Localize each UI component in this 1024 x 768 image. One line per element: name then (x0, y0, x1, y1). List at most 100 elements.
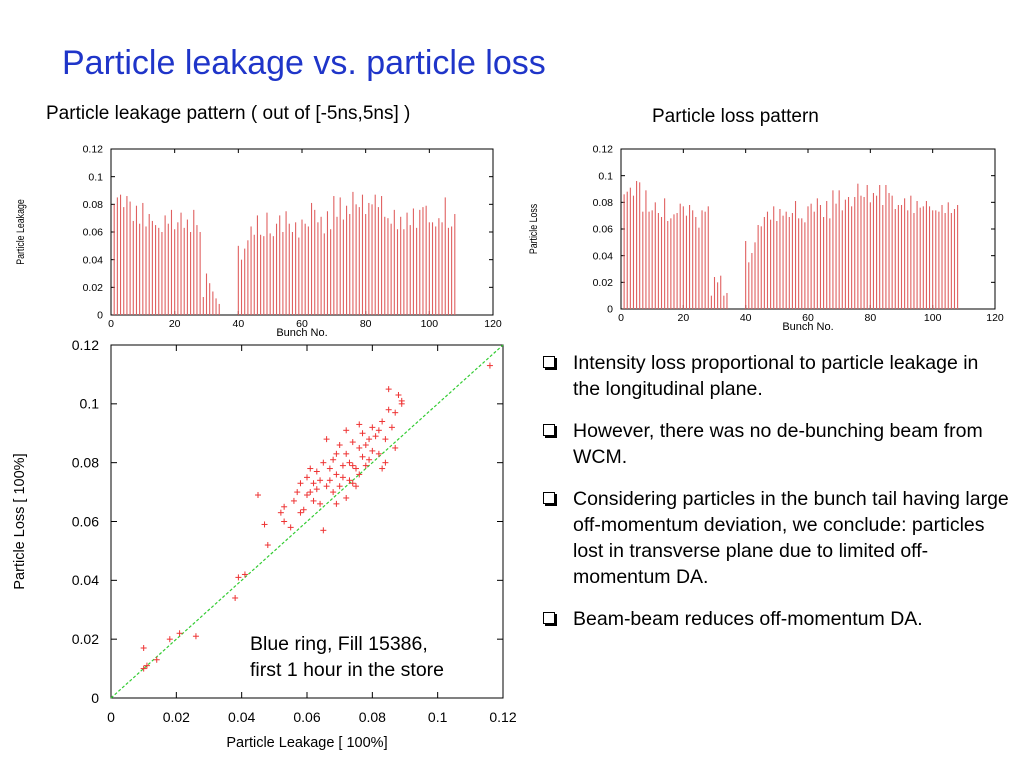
scatter-point (343, 450, 350, 457)
scatter-point (356, 444, 363, 451)
scatter-point (372, 433, 379, 440)
scatter-point (241, 571, 248, 578)
y-tick-label: 0.1 (80, 396, 100, 412)
scatter-point (294, 489, 301, 496)
bullet-text: However, there was no de-bunching beam f… (573, 420, 983, 468)
scatter-point (297, 480, 304, 487)
scatter-point (255, 492, 261, 499)
scatter-point (333, 500, 340, 507)
x-axis-label: Particle Leakage [ 100%] (226, 735, 387, 751)
scatter-point (398, 400, 405, 407)
y-axis-label: Particle Leakage (15, 199, 27, 265)
y-tick-label: 0.1 (88, 171, 103, 183)
scatter-point (366, 436, 373, 443)
scatter-point (366, 456, 373, 463)
x-tick-label: 120 (484, 318, 502, 330)
y-tick-label: 0.04 (593, 250, 614, 262)
scatter-point (336, 442, 343, 449)
bullet-item: Intensity loss proportional to particle … (540, 350, 1010, 402)
checkbox-bullet-icon (543, 612, 555, 624)
scatter-point (392, 444, 399, 451)
scatter-point (264, 542, 271, 549)
loss-pattern-chart: 0 20 40 60 80 100 120 0 0.02 0.04 0.06 0.08 0.1 0.12 B… (528, 144, 1004, 333)
x-tick-label: 20 (169, 318, 181, 330)
bullet-text: Beam-beam reduces off-momentum DA. (573, 608, 923, 630)
scatter-point (317, 500, 324, 507)
scatter-point (323, 436, 330, 443)
scatter-point (290, 497, 297, 504)
scatter-point (362, 442, 369, 449)
y-tick-label: 0.1 (598, 170, 613, 182)
y-tick-label: 0.08 (83, 199, 104, 211)
scatter-point (307, 489, 314, 496)
x-tick-label: 0.04 (228, 709, 255, 725)
scatter-point (304, 474, 310, 481)
scatter-point (343, 494, 350, 501)
scatter-point (320, 527, 327, 534)
scatter-point (388, 424, 395, 431)
y-tick-label: 0.06 (593, 224, 614, 236)
scatter-point (330, 456, 337, 463)
x-tick-label: 0.1 (428, 709, 448, 725)
scatter-point (379, 418, 386, 425)
leakage-vs-loss-scatter-chart: 0 0.02 0.04 0.06 0.08 0.1 0.12 0 0.02 0.04 0.06 0.0… (12, 337, 517, 751)
x-tick-label: 60 (802, 312, 814, 324)
scatter-point (140, 665, 147, 672)
scatter-point (317, 477, 324, 484)
leakage-chart-subtitle: Particle leakage pattern ( out of [-5ns,… (46, 103, 411, 124)
scatter-point (382, 459, 389, 466)
scatter-point (369, 447, 376, 454)
scatter-point (346, 459, 353, 466)
x-tick-label: 0.08 (359, 709, 386, 725)
x-tick-label: 40 (740, 312, 752, 324)
x-tick-label: 0.12 (489, 709, 516, 725)
x-tick-label: 120 (986, 312, 1004, 324)
scatter-point (353, 483, 359, 490)
bullet-item: Beam-beam reduces off-momentum DA. (540, 606, 1010, 632)
scatter-annotation: Blue ring, Fill 15386, first 1 hour in t… (250, 631, 444, 683)
scatter-point (362, 462, 369, 469)
scatter-point (385, 386, 392, 393)
scatter-point (336, 483, 343, 490)
y-tick-label: 0.04 (83, 254, 104, 266)
scatter-point (333, 450, 340, 457)
scatter-point (349, 480, 356, 487)
scatter-point (281, 518, 288, 525)
y-tick-label: 0.08 (593, 197, 614, 209)
scatter-point (392, 409, 399, 416)
leakage-pattern-chart: 0 20 40 60 80 100 120 0 0.02 0.04 0.06 0.08 0.1 0.12 B… (15, 144, 502, 339)
scatter-point (395, 392, 402, 399)
scatter-point (375, 450, 382, 457)
scatter-point (166, 636, 173, 643)
scatter-point (339, 474, 346, 481)
scatter-point (326, 465, 333, 472)
scatter-point (153, 656, 160, 663)
scatter-point (359, 430, 366, 437)
scatter-point (326, 477, 333, 484)
scatter-point (323, 483, 330, 490)
y-tick-label: 0 (91, 690, 99, 706)
scatter-point (349, 439, 356, 446)
scatter-point (379, 465, 386, 472)
slide-title: Particle leakage vs. particle loss (62, 44, 546, 82)
scatter-point (343, 427, 350, 434)
x-tick-label: 0.06 (293, 709, 320, 725)
annotation-line: Blue ring, Fill 15386, (250, 633, 428, 655)
y-tick-label: 0.02 (83, 282, 104, 294)
y-tick-label: 0.12 (593, 144, 614, 156)
scatter-point (356, 471, 363, 478)
scatter-point (349, 462, 356, 469)
checkbox-bullet-icon (543, 492, 555, 504)
scatter-point (369, 424, 376, 431)
scatter-point (320, 459, 327, 466)
loss-chart-subtitle: Particle loss pattern (652, 106, 819, 127)
x-tick-label: 0.02 (163, 709, 190, 725)
y-tick-label: 0.08 (72, 455, 99, 471)
scatter-point (359, 453, 366, 460)
scatter-point (277, 509, 284, 516)
y-tick-label: 0.12 (72, 337, 99, 353)
bullet-item: Considering particles in the bunch tail … (540, 486, 1010, 590)
scatter-point (176, 630, 183, 637)
scatter-point (486, 362, 493, 369)
scatter-point (346, 477, 353, 484)
